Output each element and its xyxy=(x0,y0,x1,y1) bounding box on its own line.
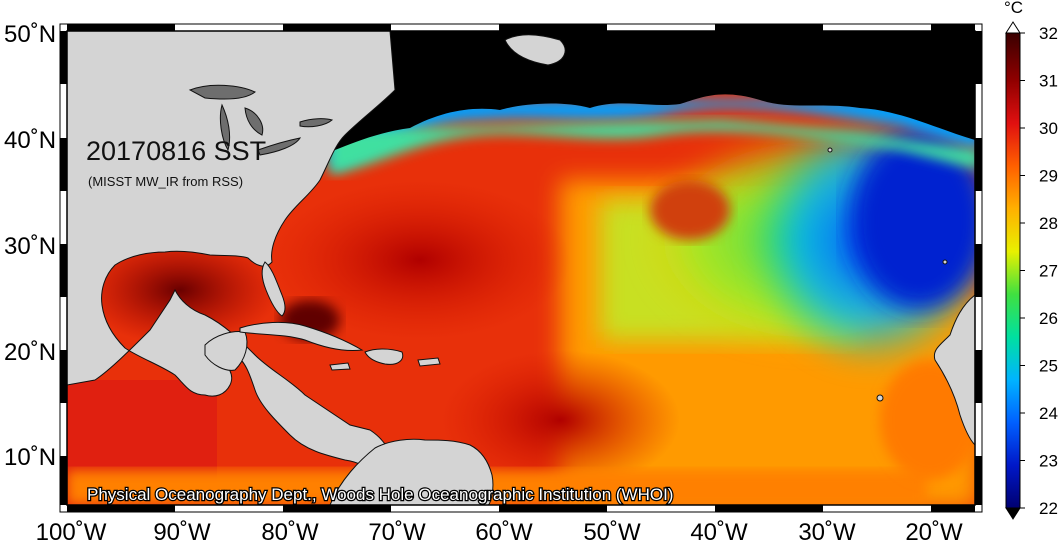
lake-erie xyxy=(257,137,302,156)
lake-huron xyxy=(244,107,264,136)
map-subtitle: (MISST MW_IR from RSS) xyxy=(88,174,243,189)
colorbar-max-arrow xyxy=(1005,21,1021,34)
lon-label: 30˚W xyxy=(798,519,856,546)
lon-label: 40˚W xyxy=(690,519,748,546)
colorbar-tick-label: 32 xyxy=(1039,24,1058,43)
colorbar-ticks: 22 23 24 25 26 27 28 29 30 31 32 xyxy=(1020,24,1058,518)
lon-label: 90˚W xyxy=(153,519,211,546)
lat-label: 10˚N xyxy=(4,444,56,471)
colorbar-tick-label: 30 xyxy=(1039,119,1058,138)
puerto-rico-land xyxy=(417,357,441,367)
lon-label: 100˚W xyxy=(36,519,107,546)
latitude-labels: 50˚N 40˚N 30˚N 20˚N 10˚N xyxy=(4,21,56,471)
lake-ontario xyxy=(299,118,334,128)
africa-land xyxy=(933,294,975,446)
colorbar-ramp xyxy=(1005,32,1021,509)
lat-label: 30˚N xyxy=(4,233,56,260)
colorbar-tick-label: 24 xyxy=(1039,404,1058,423)
colorbar-tick-label: 25 xyxy=(1039,357,1058,376)
colorbar-unit: °C xyxy=(1004,0,1023,17)
hispaniola-land xyxy=(364,348,404,365)
colorbar-tick-label: 22 xyxy=(1039,499,1058,518)
map-title: 20170816 SST xyxy=(86,136,266,166)
lon-label: 20˚W xyxy=(905,519,963,546)
longitude-labels: 100˚W 90˚W 80˚W 70˚W 60˚W 50˚W 40˚W 30˚W… xyxy=(36,519,963,546)
colorbar-tick-label: 29 xyxy=(1039,167,1058,186)
yucatan-land xyxy=(204,331,248,371)
lon-label: 80˚W xyxy=(261,519,319,546)
jamaica-land xyxy=(329,362,351,371)
colorbar-tick-label: 26 xyxy=(1039,309,1058,328)
florida-land xyxy=(261,261,286,317)
lon-label: 70˚W xyxy=(368,519,426,546)
lat-label: 50˚N xyxy=(4,21,56,48)
lake-michigan xyxy=(219,103,231,152)
north-america-land xyxy=(67,31,396,479)
canary-islands xyxy=(942,259,948,265)
lake-superior xyxy=(188,84,256,100)
cuba-land xyxy=(239,321,364,351)
cape-verde-islands xyxy=(876,394,884,402)
lon-label: 60˚W xyxy=(475,519,533,546)
map-frame xyxy=(59,23,983,513)
azores-islands xyxy=(827,147,833,153)
lat-label: 40˚N xyxy=(4,127,56,154)
lat-label: 20˚N xyxy=(4,339,56,366)
colorbar-tick-label: 28 xyxy=(1039,214,1058,233)
colorbar: °C 22 23 24 25 26 27 28 29 30 31 32 xyxy=(1004,0,1058,520)
south-america-land xyxy=(329,438,494,505)
colorbar-tick-label: 27 xyxy=(1039,262,1058,281)
no-data-region xyxy=(330,31,975,150)
colorbar-tick-label: 23 xyxy=(1039,452,1058,471)
newfoundland-land xyxy=(504,34,566,66)
sst-field xyxy=(67,31,975,505)
lon-label: 50˚W xyxy=(583,519,641,546)
colorbar-tick-label: 31 xyxy=(1039,72,1058,91)
colorbar-min-arrow xyxy=(1005,507,1021,520)
credit-text: Physical Oceanography Dept., Woods Hole … xyxy=(87,485,673,504)
